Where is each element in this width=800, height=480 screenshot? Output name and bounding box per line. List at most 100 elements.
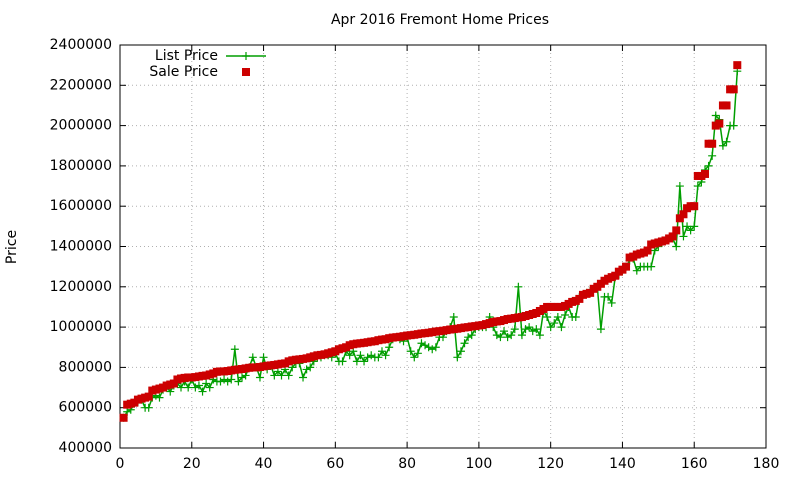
list-point [686, 226, 695, 235]
list-point [693, 182, 702, 191]
list-point [557, 323, 566, 332]
y-tick-label: 1600000 [50, 198, 112, 214]
sale-point [672, 226, 681, 235]
list-point [543, 313, 552, 322]
list-point [467, 331, 476, 340]
list-point [525, 323, 534, 332]
list-point [424, 343, 433, 352]
list-point [306, 363, 315, 372]
sale-point [715, 119, 724, 128]
list-point [632, 266, 641, 275]
y-tick-label: 1800000 [50, 158, 112, 174]
list-point [553, 313, 562, 322]
list-point [410, 353, 419, 362]
list-point [238, 373, 247, 382]
list-point [550, 319, 559, 328]
list-point [647, 262, 656, 271]
list-point [377, 347, 386, 356]
sale-point [575, 294, 584, 303]
list-point [510, 325, 519, 334]
list-point [259, 353, 268, 362]
list-point [690, 222, 699, 231]
plot-border [119, 44, 767, 449]
list-point [722, 137, 731, 146]
list-point [194, 381, 203, 390]
sale-point [675, 214, 684, 223]
list-point [456, 347, 465, 356]
list-point [367, 351, 376, 360]
list-point [729, 121, 738, 130]
list-point [521, 325, 530, 334]
list-point [514, 282, 523, 291]
list-point [227, 375, 236, 384]
y-axis-label: Price [4, 230, 20, 264]
list-point [460, 339, 469, 348]
sale-point [643, 246, 652, 255]
legend-marker [242, 68, 250, 76]
y-tick-label: 800000 [59, 359, 112, 375]
sale-point [700, 169, 709, 178]
list-point [177, 383, 186, 392]
list-point [431, 343, 440, 352]
y-tick-label: 2200000 [50, 77, 112, 93]
x-tick-label: 140 [609, 456, 636, 472]
y-tick-label: 600000 [59, 400, 112, 416]
list-point [284, 371, 293, 380]
list-point [604, 292, 613, 301]
sale-point [119, 413, 128, 422]
list-point [708, 151, 717, 160]
list-point [561, 311, 570, 320]
list-point [464, 333, 473, 342]
list-point [248, 353, 257, 362]
list-point [352, 357, 361, 366]
list-point [338, 357, 347, 366]
list-point [607, 298, 616, 307]
sale-point [144, 392, 153, 401]
list-point [374, 353, 383, 362]
sale-point [169, 379, 178, 388]
list-point [500, 327, 509, 336]
list-point [191, 383, 200, 392]
x-tick-label: 40 [255, 456, 273, 472]
list-point [223, 377, 232, 386]
sale-point [708, 139, 717, 148]
list-point [571, 313, 580, 322]
x-tick-label: 20 [183, 456, 201, 472]
x-tick-label: 100 [466, 456, 493, 472]
list-point [517, 331, 526, 340]
list-point [496, 333, 505, 342]
list-point [234, 377, 243, 386]
list-point [345, 351, 354, 360]
list-point [711, 111, 720, 120]
list-point [356, 351, 365, 360]
list-point [381, 351, 390, 360]
list-point [385, 343, 394, 352]
list-point [255, 373, 264, 382]
series-line [122, 71, 739, 419]
list-point [413, 349, 422, 358]
list-point [302, 365, 311, 374]
legend-label: List Price [155, 48, 218, 64]
y-tick-label: 1000000 [50, 319, 112, 335]
list-point [277, 371, 286, 380]
list-point [596, 325, 605, 334]
list-point [532, 325, 541, 334]
list-point [535, 331, 544, 340]
sale-point [679, 210, 688, 219]
list-point [683, 222, 692, 231]
y-tick-label: 1200000 [50, 279, 112, 295]
y-tick-label: 2000000 [50, 118, 112, 134]
list-point [198, 387, 207, 396]
list-point [679, 232, 688, 241]
list-point [503, 333, 512, 342]
list-point [406, 347, 415, 356]
x-tick-label: 60 [326, 456, 344, 472]
list-point [360, 357, 369, 366]
list-point [417, 339, 426, 348]
list-point [449, 313, 458, 322]
list-point [220, 375, 229, 384]
y-tick-label: 400000 [59, 440, 112, 456]
list-point [363, 353, 372, 362]
